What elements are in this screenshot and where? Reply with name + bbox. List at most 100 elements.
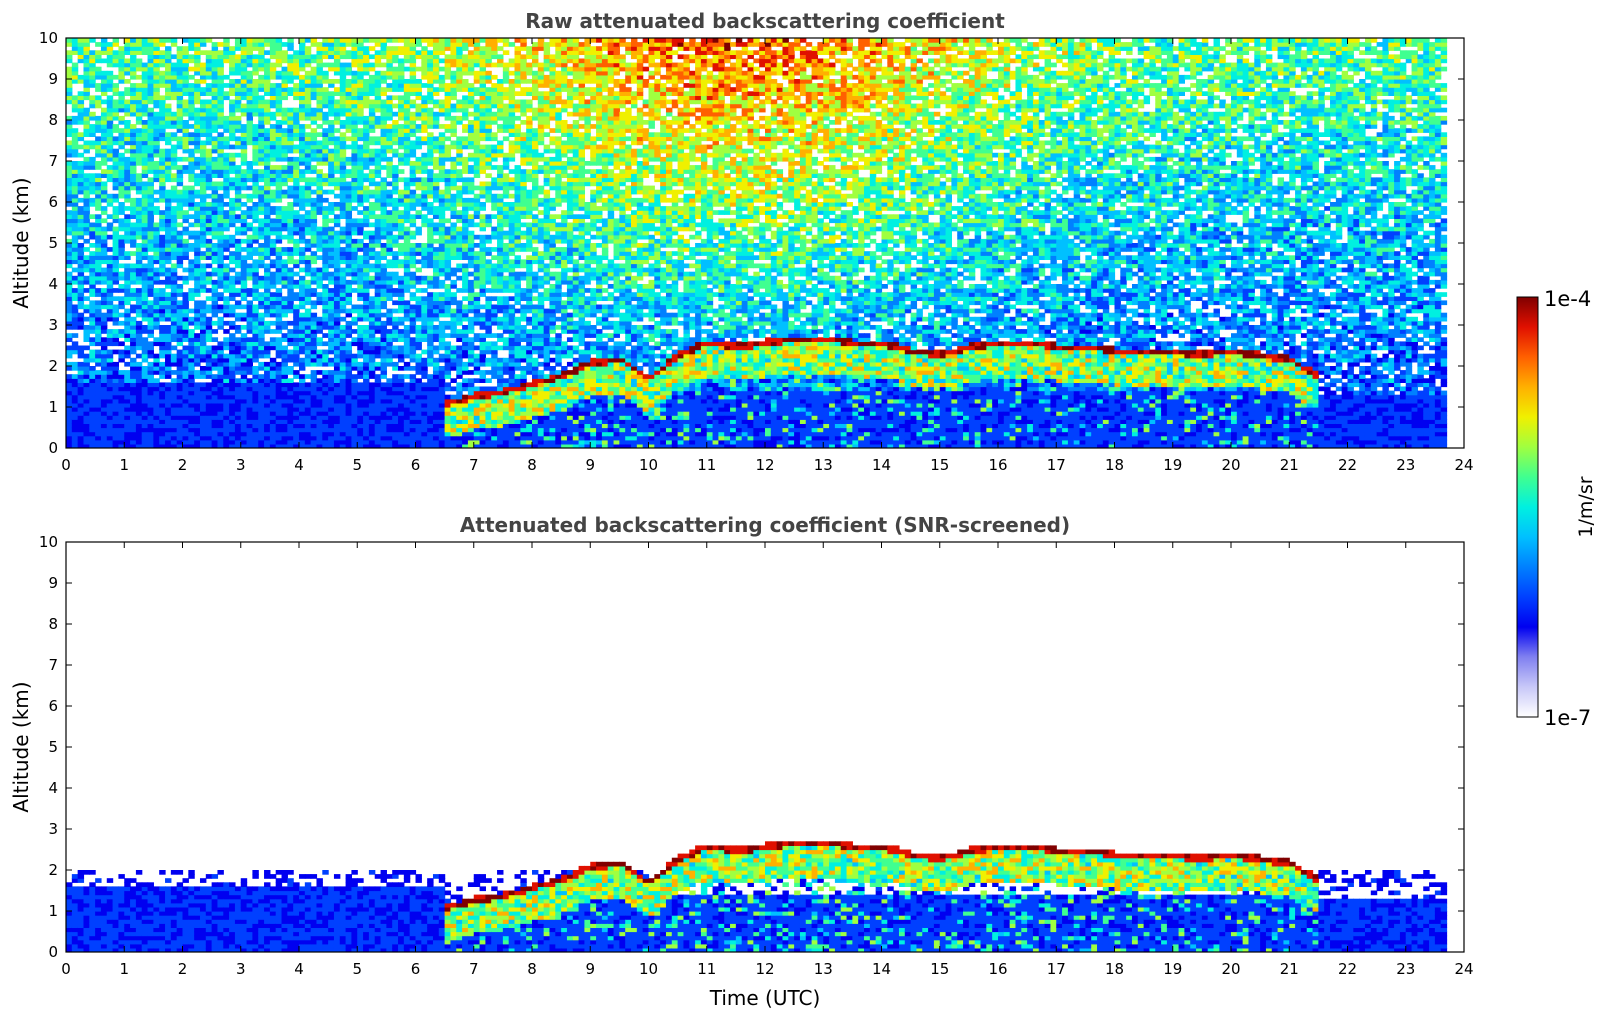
heatmap-cell <box>205 218 213 224</box>
heatmap-cell <box>264 284 271 289</box>
heatmap-cell <box>363 197 370 203</box>
heatmap-cell <box>147 394 154 400</box>
heatmap-cell <box>100 234 108 240</box>
heatmap-cell <box>217 156 224 162</box>
heatmap-cell <box>71 152 79 158</box>
heatmap-cell <box>392 263 399 269</box>
heatmap-cell <box>380 320 387 326</box>
heatmap-cell <box>304 99 312 105</box>
heatmap-cell <box>66 177 73 183</box>
heatmap-cell <box>234 38 242 43</box>
heatmap-cell <box>339 271 347 277</box>
heatmap-cell <box>83 87 90 92</box>
heatmap-cell <box>118 46 125 51</box>
heatmap-cell <box>398 132 405 137</box>
heatmap-cell <box>258 152 265 158</box>
heatmap-cell <box>118 66 125 72</box>
heatmap-cell <box>223 300 230 306</box>
heatmap-cell <box>357 370 364 375</box>
heatmap-cell <box>357 210 364 215</box>
heatmap-cell <box>234 87 242 92</box>
heatmap-cell <box>182 226 189 232</box>
heatmap-cell <box>403 402 411 408</box>
heatmap-cell <box>345 370 353 375</box>
heatmap-cell <box>310 42 318 47</box>
heatmap-cell <box>118 234 125 240</box>
heatmap-cell <box>258 83 265 88</box>
heatmap-cell <box>153 390 160 396</box>
heatmap-cell <box>112 415 120 420</box>
heatmap-cell <box>258 62 265 68</box>
heatmap-cell <box>194 120 201 125</box>
heatmap-cell <box>106 115 114 121</box>
heatmap-cell <box>234 206 242 211</box>
heatmap-cell <box>281 300 288 306</box>
heatmap-cell <box>112 193 120 199</box>
heatmap-cell <box>194 259 201 265</box>
heatmap-cell <box>246 42 253 47</box>
heatmap-cell <box>217 279 224 285</box>
heatmap-cell <box>95 152 102 158</box>
heatmap-cell <box>176 50 184 55</box>
heatmap-cell <box>66 50 73 55</box>
heatmap-cell <box>71 316 79 322</box>
heatmap-cell <box>229 374 236 379</box>
heatmap-cell <box>95 218 102 224</box>
heatmap-cell <box>310 353 318 359</box>
heatmap-cell <box>269 337 277 342</box>
heatmap-cell <box>130 271 137 277</box>
heatmap-cell <box>100 304 108 310</box>
heatmap-cell <box>380 62 387 68</box>
heatmap-cell <box>328 271 335 277</box>
heatmap-cell <box>124 169 131 174</box>
heatmap-cell <box>304 431 312 437</box>
heatmap-cell <box>386 288 393 293</box>
heatmap-cell <box>124 165 131 170</box>
heatmap-cell <box>234 366 242 371</box>
heatmap-cell <box>176 91 184 96</box>
heatmap-cell <box>141 337 149 342</box>
heatmap-cell <box>240 255 248 260</box>
heatmap-cell <box>357 349 364 355</box>
heatmap-cell <box>194 345 201 351</box>
heatmap-cell <box>217 238 224 244</box>
heatmap-cell <box>112 58 120 64</box>
heatmap-cell <box>100 230 108 236</box>
heatmap-cell <box>368 247 376 252</box>
heatmap-cell <box>380 103 387 109</box>
heatmap-cell <box>328 218 335 224</box>
heatmap-cell <box>205 156 213 162</box>
heatmap-cell <box>66 378 73 383</box>
heatmap-cell <box>106 103 114 109</box>
heatmap-cell <box>182 83 189 88</box>
heatmap-cell <box>170 337 178 342</box>
heatmap-cell <box>211 66 219 72</box>
heatmap-cell <box>374 316 382 322</box>
heatmap-cell <box>264 255 271 260</box>
heatmap-cell <box>293 333 300 338</box>
heatmap-cell <box>252 226 259 232</box>
heatmap-cell <box>380 177 387 183</box>
heatmap-cell <box>147 197 154 203</box>
heatmap-cell <box>217 394 224 400</box>
heatmap-cell <box>130 206 137 211</box>
heatmap-cell <box>386 83 393 88</box>
heatmap-cell <box>310 214 318 219</box>
heatmap-cell <box>345 325 353 330</box>
heatmap-cell <box>240 74 248 80</box>
heatmap-cell <box>170 357 178 363</box>
heatmap-cell <box>95 148 102 154</box>
heatmap-cell <box>176 177 184 183</box>
heatmap-cell <box>223 411 230 416</box>
heatmap-cell <box>153 316 160 322</box>
heatmap-cell <box>77 214 85 219</box>
heatmap-cell <box>211 329 219 334</box>
heatmap-cell <box>345 390 353 396</box>
heatmap-cell <box>304 165 312 170</box>
heatmap-cell <box>118 435 125 441</box>
heatmap-cell <box>316 415 323 420</box>
heatmap-cell <box>77 316 85 322</box>
heatmap-cell <box>159 83 166 88</box>
heatmap-cell <box>293 398 300 404</box>
heatmap-cell <box>258 435 265 441</box>
